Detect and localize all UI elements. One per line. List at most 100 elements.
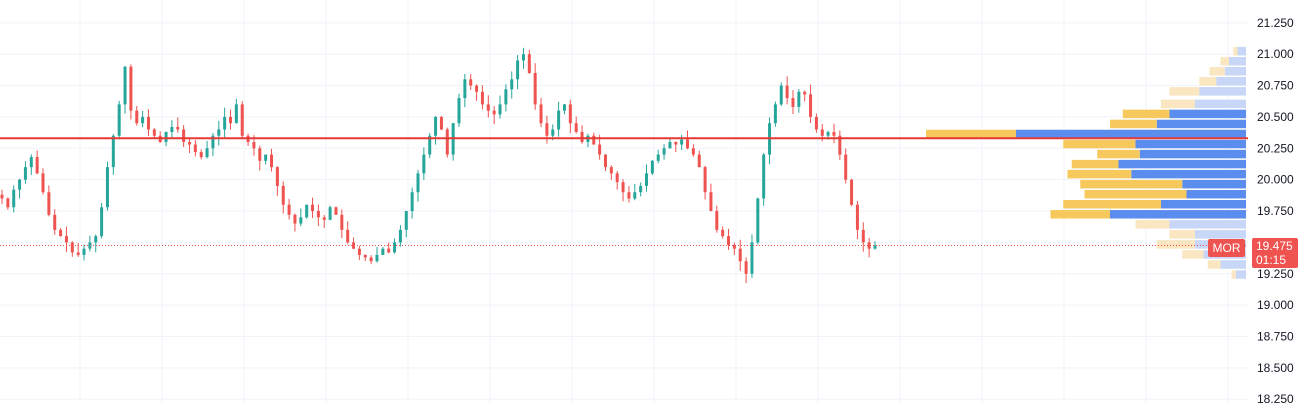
vp-bar-down <box>1182 250 1204 259</box>
candle-body <box>363 254 367 258</box>
candle-body <box>598 144 602 155</box>
vp-bar-up <box>1224 67 1246 76</box>
candle-body <box>47 192 51 215</box>
vp-bar-up <box>1156 119 1246 129</box>
candle-body <box>873 245 877 249</box>
candle-body <box>644 173 648 186</box>
candle-body <box>715 211 719 230</box>
candle-body <box>750 242 754 274</box>
candle-body <box>23 167 27 180</box>
vp-bar-up <box>1139 149 1246 159</box>
candle-body <box>41 173 45 193</box>
last-price-label: 19.475 01:15 <box>1252 238 1298 268</box>
candle-body <box>609 167 613 174</box>
candle-body <box>844 154 848 180</box>
candle-body <box>316 211 320 218</box>
candle-body <box>123 66 127 105</box>
candle-body <box>621 182 625 193</box>
candle-body <box>861 229 865 243</box>
candle-body <box>850 179 854 205</box>
vp-bar-up <box>1110 210 1246 219</box>
candle-body <box>53 214 57 230</box>
candle-body <box>674 142 678 145</box>
candle-body <box>70 242 74 253</box>
vp-bar-down <box>1122 109 1170 119</box>
candle-body <box>744 261 748 274</box>
candle-body <box>381 248 385 255</box>
candle-body <box>668 142 672 149</box>
candle-body <box>264 154 268 161</box>
chart-grid <box>0 0 1248 403</box>
candle-body <box>422 154 426 174</box>
candle-body <box>152 129 156 136</box>
candle-body <box>434 116 438 136</box>
y-tick-label: 18.500 <box>1257 361 1294 375</box>
candle-body <box>721 229 725 237</box>
candle-body <box>557 110 561 130</box>
y-tick-label: 19.750 <box>1257 204 1294 218</box>
candle-body <box>6 198 10 208</box>
candle-body <box>545 123 549 136</box>
candle-body <box>135 110 139 124</box>
y-tick-label: 21.250 <box>1257 16 1294 30</box>
vp-bar-up <box>1195 230 1246 239</box>
candle-body <box>814 116 818 130</box>
vp-bar-down <box>1071 159 1119 169</box>
candle-body <box>809 94 813 117</box>
candle-body <box>357 248 361 255</box>
candle-body <box>35 157 39 174</box>
candle-body <box>105 167 109 208</box>
vp-bar-down <box>1220 56 1229 66</box>
candle-body <box>193 144 197 153</box>
vp-bar-down <box>1231 270 1236 279</box>
candle-body <box>797 91 801 107</box>
price-axis[interactable]: 21.250 21.000 20.750 20.500 20.250 20.000 19.7… <box>1248 0 1303 403</box>
candle-body <box>211 135 215 149</box>
candle-body <box>791 98 795 107</box>
candle-body <box>697 154 701 168</box>
y-tick-label: 18.250 <box>1257 392 1294 403</box>
candle-body <box>469 79 473 86</box>
price-lines <box>0 137 1248 247</box>
candle-body <box>738 248 742 262</box>
y-tick-label: 21.000 <box>1257 47 1294 61</box>
candle-body <box>229 116 233 124</box>
candle-body <box>539 104 543 124</box>
candle-body <box>480 91 484 105</box>
candle-body <box>223 116 227 130</box>
candle-body <box>416 173 420 193</box>
candle-body <box>410 192 414 212</box>
candle-body <box>18 179 22 190</box>
candle-body <box>475 85 479 92</box>
candle-body <box>592 135 596 145</box>
vp-bar-down <box>1233 46 1238 56</box>
candle-body <box>762 154 766 199</box>
candle-body <box>568 104 572 124</box>
vp-bar-down <box>1135 220 1170 229</box>
candle-body <box>527 54 531 74</box>
candle-body <box>691 148 695 155</box>
vp-bar-up <box>1161 200 1246 209</box>
candle-body <box>650 160 654 174</box>
candle-body <box>199 152 203 158</box>
candle-body <box>463 79 467 99</box>
candle-body <box>803 91 807 95</box>
candle-body <box>328 207 332 220</box>
candle-body <box>439 116 443 130</box>
vp-bar-up <box>1229 56 1246 66</box>
candle-body <box>504 89 508 105</box>
candle-body <box>404 211 408 230</box>
candle-body <box>820 129 824 136</box>
candle-body <box>826 131 830 136</box>
candle-body <box>12 189 16 208</box>
candle-body <box>346 229 350 243</box>
candle-body <box>615 173 619 183</box>
candle-body <box>234 104 238 124</box>
vp-bar-up <box>1135 139 1246 149</box>
candle-body <box>100 207 104 237</box>
candle-body <box>656 154 660 161</box>
y-tick-label: 18.750 <box>1257 330 1294 344</box>
candle-body <box>164 131 168 143</box>
vp-bar-up <box>1118 159 1246 169</box>
